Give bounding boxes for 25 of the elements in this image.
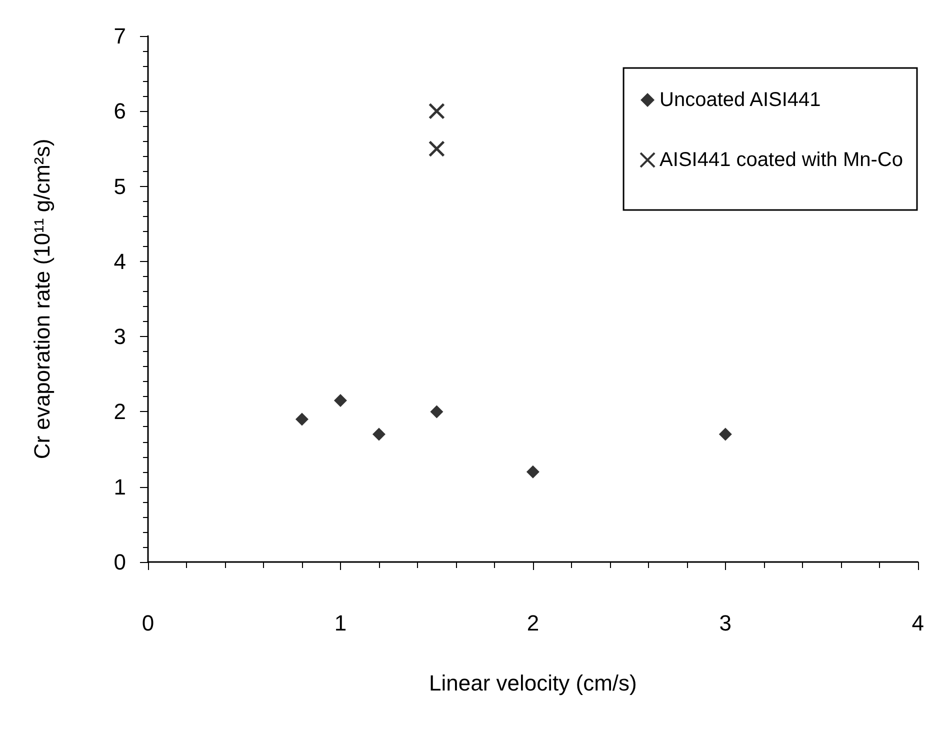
y-tick-label: 4 [114, 248, 126, 274]
y-tick-label: 6 [114, 98, 126, 124]
x-tick-label: 1 [334, 610, 347, 636]
legend-label: Uncoated AISI441 [660, 89, 821, 111]
point [295, 412, 308, 426]
y-tick-label: 5 [114, 174, 126, 199]
y-axis-title: Cr evaporation rate (10¹¹ g/cm²s) [30, 138, 54, 460]
x-tick-label: 0 [142, 610, 154, 636]
point [428, 140, 445, 157]
x-tick-label: 3 [719, 610, 732, 636]
x-tick-label: 4 [912, 610, 924, 636]
point [372, 428, 386, 441]
y-tick-label: 3 [114, 324, 126, 350]
y-tick-label: 1 [114, 474, 126, 500]
y-tick-label: 7 [114, 24, 126, 48]
point [430, 405, 444, 418]
point [428, 102, 445, 120]
x-axis-title: Linear velocity (cm/s) [429, 670, 637, 696]
y-tick-label: 0 [114, 550, 126, 574]
legend-label: AISI441 coated with Mn-Co [660, 149, 904, 171]
x-tick-label: 2 [526, 610, 540, 636]
point [526, 465, 540, 478]
point [334, 394, 347, 407]
y-tick-label: 2 [114, 399, 126, 424]
point [718, 428, 732, 441]
